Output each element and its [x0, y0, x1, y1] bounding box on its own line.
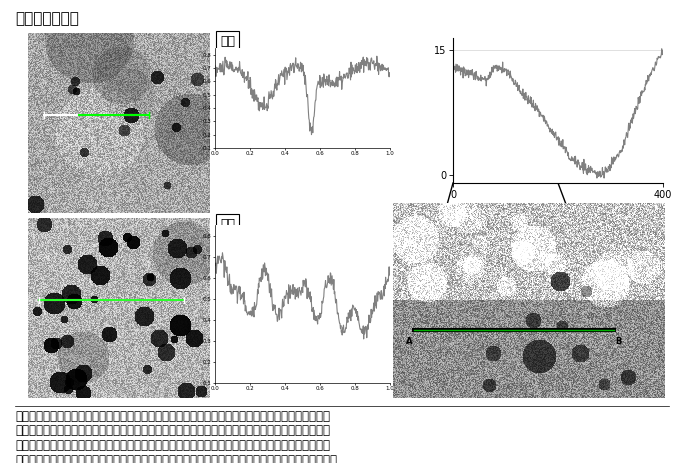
Text: B: B — [616, 338, 622, 346]
Text: って種皮表面に形成された凹み（右図）。いずれも微細構造計測顕微鏡による計測結果。左図中白線: って種皮表面に形成された凹み（右図）。いずれも微細構造計測顕微鏡による計測結果。… — [15, 425, 330, 438]
Text: になると考えられる。石豆では、これが極端に少ないために吸水がとても遅い。石豆解消処理により、: になると考えられる。石豆では、これが極端に少ないために吸水がとても遅い。石豆解消… — [15, 453, 337, 463]
Text: 石豆: 石豆 — [220, 35, 235, 48]
Text: 部の深さグラフでもわかるように、黒い斑点部分は深く凹んでおり、これが吸水する際の水の通り道: 部の深さグラフでもわかるように、黒い斑点部分は深く凹んでおり、これが吸水する際の… — [15, 439, 330, 452]
Text: （参考データ）: （参考データ） — [15, 11, 79, 26]
Text: 図１　石豆と正常な大豆に見られる、種皮表面の微細な凹凸量の違い（左図）と、石豆解消処理によ: 図１ 石豆と正常な大豆に見られる、種皮表面の微細な凹凸量の違い（左図）と、石豆解… — [15, 410, 330, 423]
Text: A: A — [406, 338, 412, 346]
Text: 正常: 正常 — [220, 218, 235, 231]
